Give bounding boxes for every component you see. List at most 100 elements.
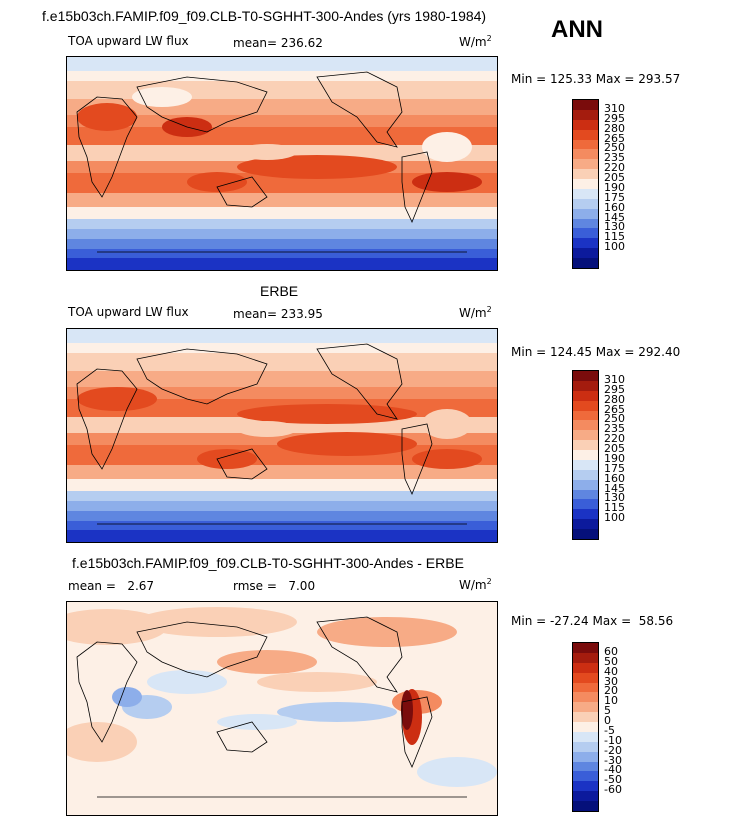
colorbar-swatch (573, 390, 598, 401)
colorbar-swatch (573, 109, 598, 120)
colorbar-tick-label: 280 (604, 392, 625, 406)
colorbar-tick-label: 175 (604, 190, 625, 204)
anomaly-region (217, 714, 297, 730)
colorbar-tick-label: 265 (604, 402, 625, 416)
colorbar-swatch (573, 100, 598, 110)
colorbar-tick-label: 295 (604, 382, 625, 396)
colorbar-swatch (573, 662, 598, 673)
flux-region (237, 144, 297, 160)
latitude-band (67, 479, 497, 491)
colorbar-swatch (573, 149, 598, 160)
latitude-band (67, 249, 497, 258)
colorbar-swatch (573, 440, 598, 450)
minmax-label: Min = 124.45 Max = 292.40 (511, 345, 681, 359)
colorbar-tick-label: 115 (604, 501, 625, 515)
flux-region (132, 87, 192, 107)
colorbar-model (572, 99, 599, 269)
coastline (76, 96, 138, 198)
coastline (401, 151, 433, 224)
latitude-band (67, 501, 497, 511)
coastline (76, 641, 138, 743)
panel-subtitle: f.e15b03ch.FAMIP.f09_f09.CLB-T0-SGHHT-30… (72, 555, 464, 571)
colorbar-tick-label: -40 (604, 763, 622, 777)
latitude-band (67, 258, 497, 270)
flux-region (77, 387, 157, 411)
colorbar-swatch (573, 712, 598, 722)
colorbar-tick-label: -60 (604, 783, 622, 797)
colorbar-swatch (573, 801, 598, 811)
colorbar-tick-label: 5 (604, 704, 611, 718)
colorbar-tick-label: 310 (604, 372, 625, 386)
coastline (401, 423, 433, 496)
latitude-band (67, 329, 497, 343)
latitude-band (67, 521, 497, 530)
colorbar-swatch (573, 129, 598, 140)
latitude-band (67, 173, 497, 193)
colorbar-swatch (573, 741, 598, 752)
latitude-band (67, 465, 497, 479)
latitude-band (67, 229, 497, 239)
coastline (316, 71, 403, 148)
colorbar-tick-label: 30 (604, 674, 618, 688)
colorbar-tick-label: 100 (604, 240, 625, 254)
latitude-band (67, 353, 497, 371)
colorbar-swatch (573, 781, 598, 792)
flux-region (422, 132, 472, 162)
units-label: W/m2 (459, 305, 492, 320)
colorbar-tick-label: 250 (604, 141, 625, 155)
colorbar-tick-label: -20 (604, 743, 622, 757)
map-field (67, 329, 497, 542)
map-diff (66, 601, 498, 816)
coastline (401, 696, 433, 769)
diff-mean: mean = 2.67 (68, 579, 155, 593)
colorbar-tick-label: 235 (604, 422, 625, 436)
coastline (136, 76, 268, 133)
minmax-label: Min = -27.24 Max = 58.56 (511, 614, 674, 628)
colorbar-swatch (573, 169, 598, 179)
units-label: W/m2 (459, 34, 492, 49)
colorbar-tick-label: 295 (604, 111, 625, 125)
coastline (316, 616, 403, 693)
colorbar-tick-label: 205 (604, 171, 625, 185)
latitude-band (67, 387, 497, 399)
colorbar-tick-label: 0 (604, 714, 611, 728)
panel-left-label: TOA upward LW flux (68, 34, 189, 48)
colorbar-swatch (573, 731, 598, 742)
coastline (216, 721, 268, 753)
colorbar-swatch (573, 430, 598, 441)
latitude-band (67, 511, 497, 521)
flux-region (412, 449, 482, 469)
colorbar-swatch (573, 248, 598, 258)
colorbar-swatch (573, 489, 598, 500)
anomaly-region (217, 650, 317, 674)
latitude-band (67, 343, 497, 353)
flux-region (187, 172, 247, 192)
colorbar-swatch (573, 791, 598, 801)
anomaly-region (317, 617, 457, 647)
flux-region (237, 404, 417, 424)
flux-region (277, 432, 417, 456)
map-obs (66, 328, 498, 543)
colorbar-obs (572, 370, 599, 540)
flux-region (197, 449, 257, 469)
coastline (136, 348, 268, 405)
colorbar-tick-label: 20 (604, 684, 618, 698)
colorbar-swatch (573, 509, 598, 520)
colorbar-tick-label: 265 (604, 131, 625, 145)
colorbar-swatch (573, 198, 598, 209)
colorbar-tick-label: 220 (604, 161, 625, 175)
colorbar-tick-label: -5 (604, 723, 615, 737)
coastline (216, 448, 268, 480)
latitude-band (67, 57, 497, 71)
colorbar-tick-label: 60 (604, 644, 618, 658)
map-field (67, 602, 497, 815)
anomaly-region (277, 702, 397, 722)
colorbar-tick-label: 10 (604, 694, 618, 708)
coastline (76, 368, 138, 470)
colorbar-tick-label: 310 (604, 101, 625, 115)
colorbar-tick-label: 235 (604, 151, 625, 165)
colorbar-diff (572, 642, 599, 812)
colorbar-swatch (573, 139, 598, 150)
colorbar-tick-label: -30 (604, 753, 622, 767)
colorbar-swatch (573, 218, 598, 229)
